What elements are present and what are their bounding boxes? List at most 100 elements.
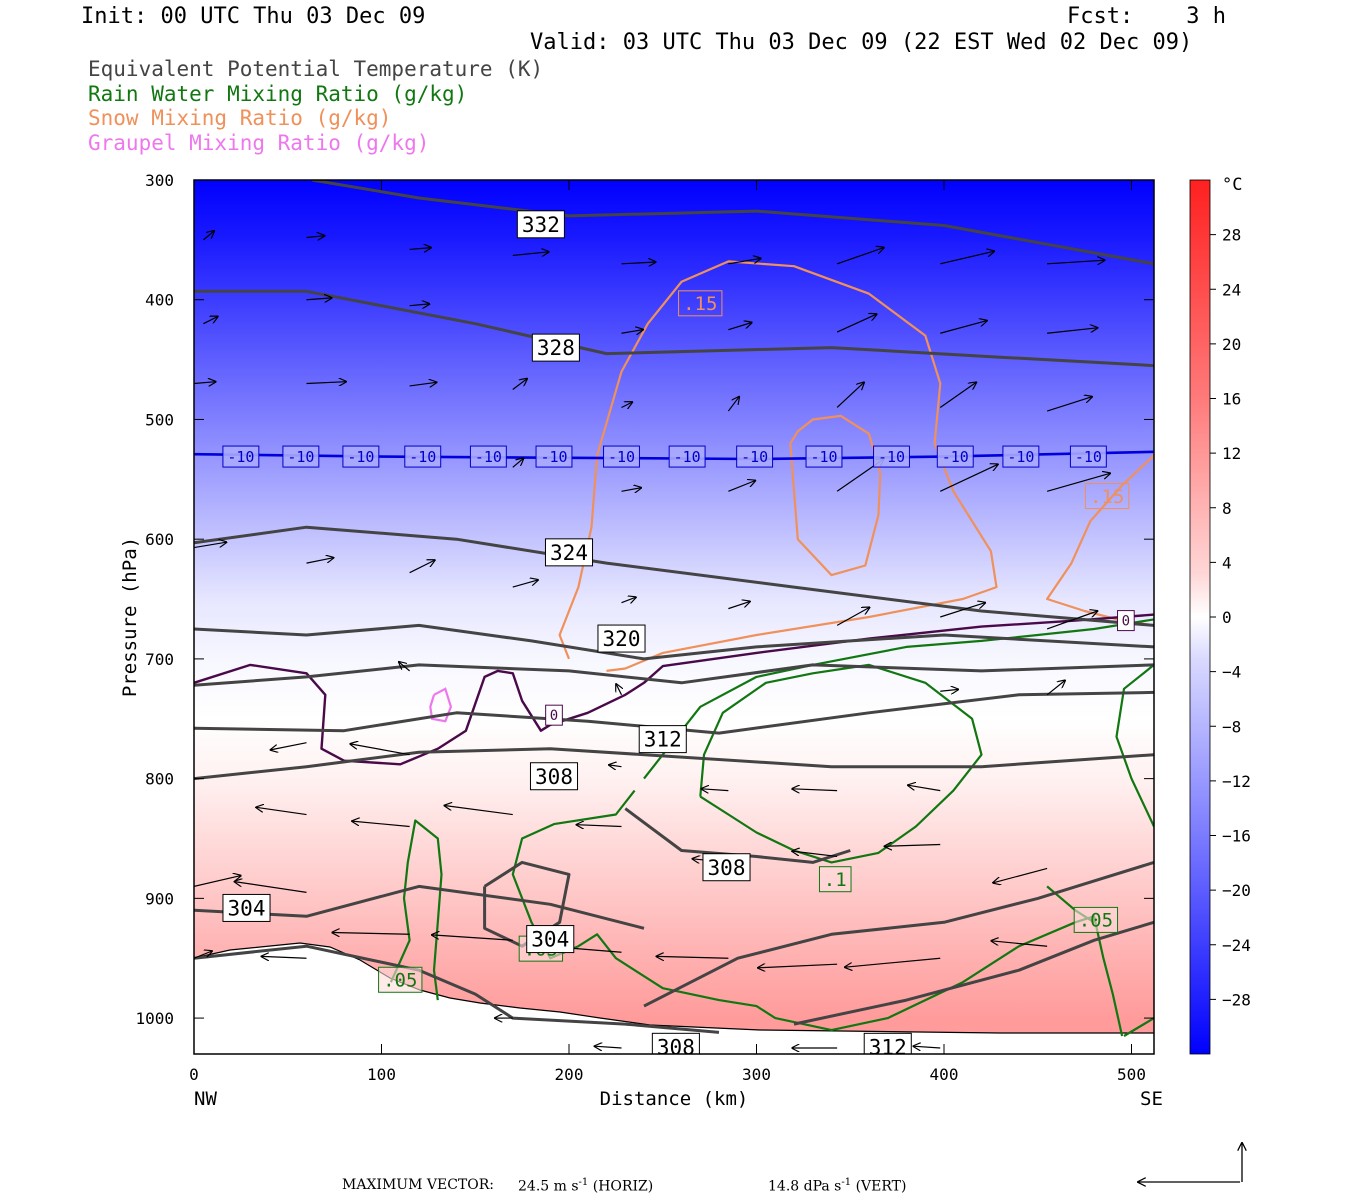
wind-vector xyxy=(792,851,838,858)
contour-labels: -10 -10 -10 -10 -10 -10 -10 -10 -10 -10 -10 -10 -10 -… xyxy=(222,210,1135,1054)
colorbar-tick-label: −20 xyxy=(1222,881,1251,900)
wind-vector xyxy=(1046,680,1065,696)
rain-label: .05 xyxy=(378,966,423,993)
minus10-label-text: -10 xyxy=(810,448,837,466)
plot-frame xyxy=(193,179,1155,1055)
wind-vector xyxy=(512,252,549,256)
graupel-contours xyxy=(429,687,453,723)
wind-vector xyxy=(621,330,644,334)
snow-contours xyxy=(558,260,1154,672)
x-end-label-left: NW xyxy=(194,1088,217,1110)
colorbar-tick-label: −24 xyxy=(1222,936,1251,955)
theta-e-contour xyxy=(194,944,720,1034)
wind-vector xyxy=(728,258,760,265)
colorbar-tick-label: 16 xyxy=(1222,390,1241,409)
wind-vector xyxy=(836,607,869,626)
x-end-label-right: SE xyxy=(1140,1088,1163,1110)
snow-label: .15 xyxy=(1084,483,1130,510)
wind-vector xyxy=(194,876,241,887)
y-tick-label: 400 xyxy=(145,291,174,310)
snow-contour xyxy=(1045,454,1154,627)
snow-label: .15 xyxy=(678,290,723,317)
theta-e-contour xyxy=(311,180,1154,266)
wind-vector xyxy=(728,323,751,331)
wind-vector xyxy=(203,317,217,325)
rain-contour xyxy=(643,618,1154,780)
theta-e-label-text: 304 xyxy=(531,928,569,952)
wind-vector xyxy=(512,379,527,390)
minus10-label: -10 xyxy=(404,445,442,468)
minus10-label: -10 xyxy=(936,445,974,468)
minus10-label: -10 xyxy=(736,445,774,468)
theta-e-contour xyxy=(194,747,1154,781)
wind-vector xyxy=(262,956,307,958)
y-tick-label: 300 xyxy=(145,171,174,190)
legend-graupel: Graupel Mixing Ratio (g/kg) xyxy=(88,131,430,155)
rain-label-text: .05 xyxy=(1079,910,1113,932)
zero-isotherm xyxy=(194,613,1154,766)
reference-vector xyxy=(1138,1143,1242,1182)
colorbar-tick-label: 12 xyxy=(1222,444,1241,463)
freezing-label-text: 0 xyxy=(550,708,558,724)
wind-vector xyxy=(194,542,226,549)
colorbar-tick-label: 4 xyxy=(1222,553,1232,572)
theta-e-label: 312 xyxy=(863,1032,912,1054)
wind-vector xyxy=(939,464,998,492)
wind-vector xyxy=(512,580,538,588)
snow-label-text: .15 xyxy=(1090,486,1124,508)
terrain-line xyxy=(194,942,1154,1034)
wind-vector xyxy=(432,935,513,941)
minus10-label: -10 xyxy=(1069,445,1107,468)
wind-vector xyxy=(940,603,985,618)
x-tick-label: 200 xyxy=(555,1065,584,1084)
minus10-label: -10 xyxy=(282,445,320,468)
wind-vector xyxy=(202,231,214,241)
theta-e-label: 328 xyxy=(531,333,580,362)
y-axis-label: Pressure (hPa) xyxy=(119,537,141,697)
wind-vector xyxy=(1047,260,1105,264)
y-tick-label: 1000 xyxy=(135,1009,174,1028)
freezing-label-text: 0 xyxy=(1122,614,1130,630)
minus10-label-text: -10 xyxy=(287,448,314,466)
rain-contour xyxy=(1123,1017,1154,1037)
colorbar-tick-label: −8 xyxy=(1222,717,1241,736)
colorbar-tick-label: 24 xyxy=(1222,280,1241,299)
freezing-label: 0 xyxy=(545,704,563,726)
wind-vector xyxy=(845,957,941,967)
wind-vector xyxy=(908,785,941,792)
wind-vector xyxy=(940,251,994,265)
wind-vector xyxy=(885,844,941,846)
y-tick-label: 700 xyxy=(145,650,174,669)
init-time: Init: 00 UTC Thu 03 Dec 09 xyxy=(81,4,426,29)
x-tick-label: 0 xyxy=(189,1065,199,1084)
minus10-label-text: -10 xyxy=(1075,448,1102,466)
wind-vector xyxy=(792,789,838,791)
theta-e-label-text: 312 xyxy=(644,728,682,752)
theta-e-contours xyxy=(194,180,1154,1034)
wind-vector xyxy=(194,826,195,828)
wind-vector xyxy=(836,382,864,408)
x-tick-label: 100 xyxy=(367,1065,396,1084)
minus10-label-text: -10 xyxy=(227,448,254,466)
freezing-label: 0 xyxy=(1117,610,1135,632)
wind-vector xyxy=(577,825,622,827)
y-tick-label: 500 xyxy=(145,410,174,429)
wind-vector xyxy=(1046,611,1097,630)
wind-vector xyxy=(701,789,729,791)
rain-contour xyxy=(1115,664,1154,827)
wind-vector xyxy=(609,765,622,767)
theta-e-label-text: 328 xyxy=(537,336,575,360)
y-tick-label: 800 xyxy=(145,770,174,789)
theta-e-label: 308 xyxy=(702,853,751,882)
wind-vectors xyxy=(194,231,1111,1048)
minus10-label-text: -10 xyxy=(674,448,701,466)
theta-e-contour xyxy=(194,623,1154,661)
legend-snow: Snow Mixing Ratio (g/kg) xyxy=(88,106,392,130)
theta-e-label: 308 xyxy=(651,1032,700,1054)
wind-vector xyxy=(621,402,633,407)
wind-vector xyxy=(616,684,621,696)
colorbar-tick-label: 20 xyxy=(1222,335,1241,354)
colorbar-tick-label: 28 xyxy=(1222,226,1241,245)
x-tick-label: 300 xyxy=(742,1065,771,1084)
